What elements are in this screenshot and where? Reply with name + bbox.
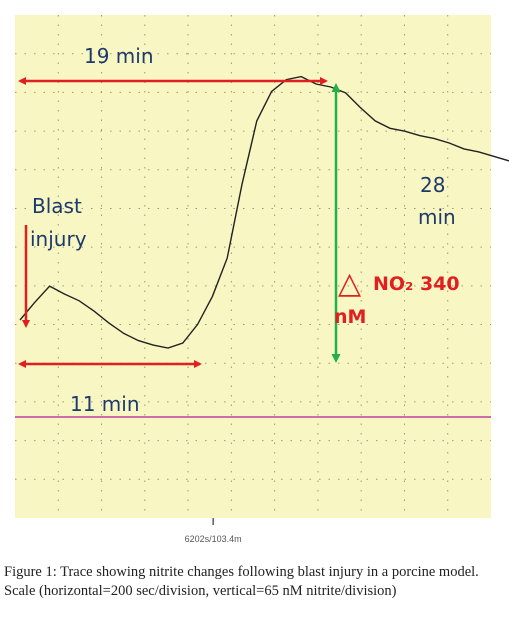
grid	[15, 15, 491, 518]
figure-caption-label: Figure 1:	[4, 564, 57, 580]
x-tick-label: 6202s/103.4m	[185, 534, 242, 544]
trough-time-label: 11 min	[70, 392, 140, 416]
later-time-label-line1: 28	[420, 173, 445, 197]
delta-value-label: NO₂ 340	[373, 273, 460, 295]
delta-unit-label: nM	[334, 306, 366, 328]
nitrite-trace-chart: 6202s/103.4m7202s/120.0m 19 min 28 min B…	[15, 15, 509, 544]
peak-time-label: 19 min	[84, 44, 154, 68]
delta-triangle-icon: △	[338, 266, 361, 301]
later-time-label-line2: min	[418, 205, 456, 229]
blast-injury-label-line1: Blast	[32, 194, 82, 218]
blast-injury-label-line2: injury	[30, 227, 87, 251]
figure-caption: Figure 1: Trace showing nitrite changes …	[4, 563, 504, 601]
figure-caption-text: Trace showing nitrite changes following …	[4, 564, 479, 599]
plot-area	[15, 15, 491, 518]
x-axis-ticks: 6202s/103.4m7202s/120.0m	[185, 518, 242, 544]
